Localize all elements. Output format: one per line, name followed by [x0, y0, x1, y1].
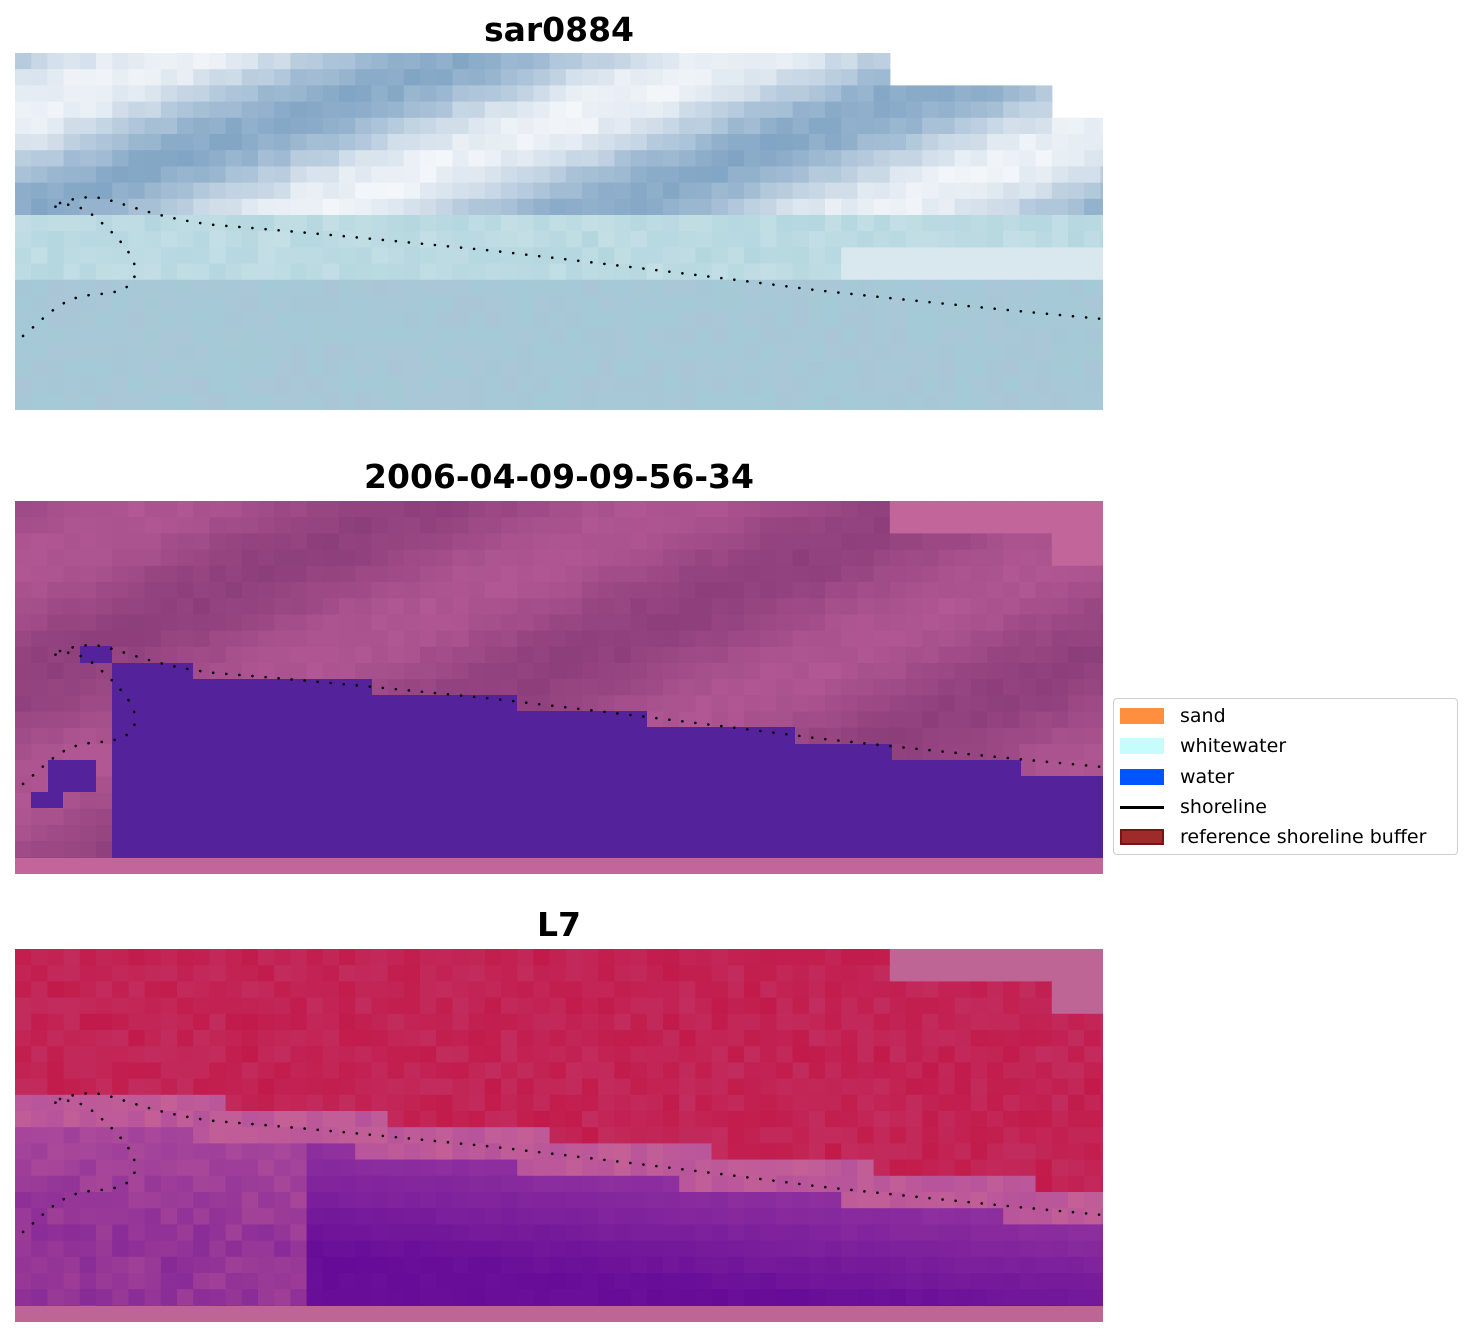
shoreline-dotted-line	[21, 1091, 1103, 1234]
water-index-image	[15, 949, 1103, 1322]
legend-item-reference-buffer: reference shoreline buffer	[1120, 824, 1426, 850]
legend-label-reference-buffer: reference shoreline buffer	[1180, 826, 1427, 848]
panel-title-rgb: sar0884	[483, 10, 635, 49]
rgb-pixel-grid	[15, 53, 1103, 410]
legend-label-sand: sand	[1180, 705, 1226, 727]
legend-item-shoreline: shoreline	[1120, 794, 1267, 820]
shoreline-dotted-line	[21, 643, 1103, 786]
panel-title-index: L7	[537, 905, 581, 944]
rgb-satellite-image	[15, 53, 1103, 410]
index-pixel-grid	[15, 949, 1103, 1322]
legend-label-water: water	[1180, 766, 1235, 788]
legend-label-shoreline: shoreline	[1180, 796, 1267, 818]
legend-swatch-whitewater	[1120, 738, 1164, 754]
classified-image	[15, 501, 1103, 874]
legend-item-water: water	[1120, 764, 1234, 790]
legend-item-sand: sand	[1120, 703, 1226, 729]
legend-line-shoreline	[1120, 805, 1164, 809]
water-class-region	[31, 646, 1103, 858]
legend-swatch-reference-buffer	[1120, 829, 1164, 845]
legend: sand whitewater water shoreline referenc…	[1113, 698, 1458, 855]
legend-swatch-sand	[1120, 708, 1164, 724]
legend-swatch-water	[1120, 769, 1164, 785]
shoreline-dotted-line	[21, 195, 1103, 338]
legend-item-whitewater: whitewater	[1120, 733, 1286, 759]
panel-title-classified: 2006-04-09-09-56-34	[364, 457, 754, 496]
legend-label-whitewater: whitewater	[1180, 735, 1287, 757]
